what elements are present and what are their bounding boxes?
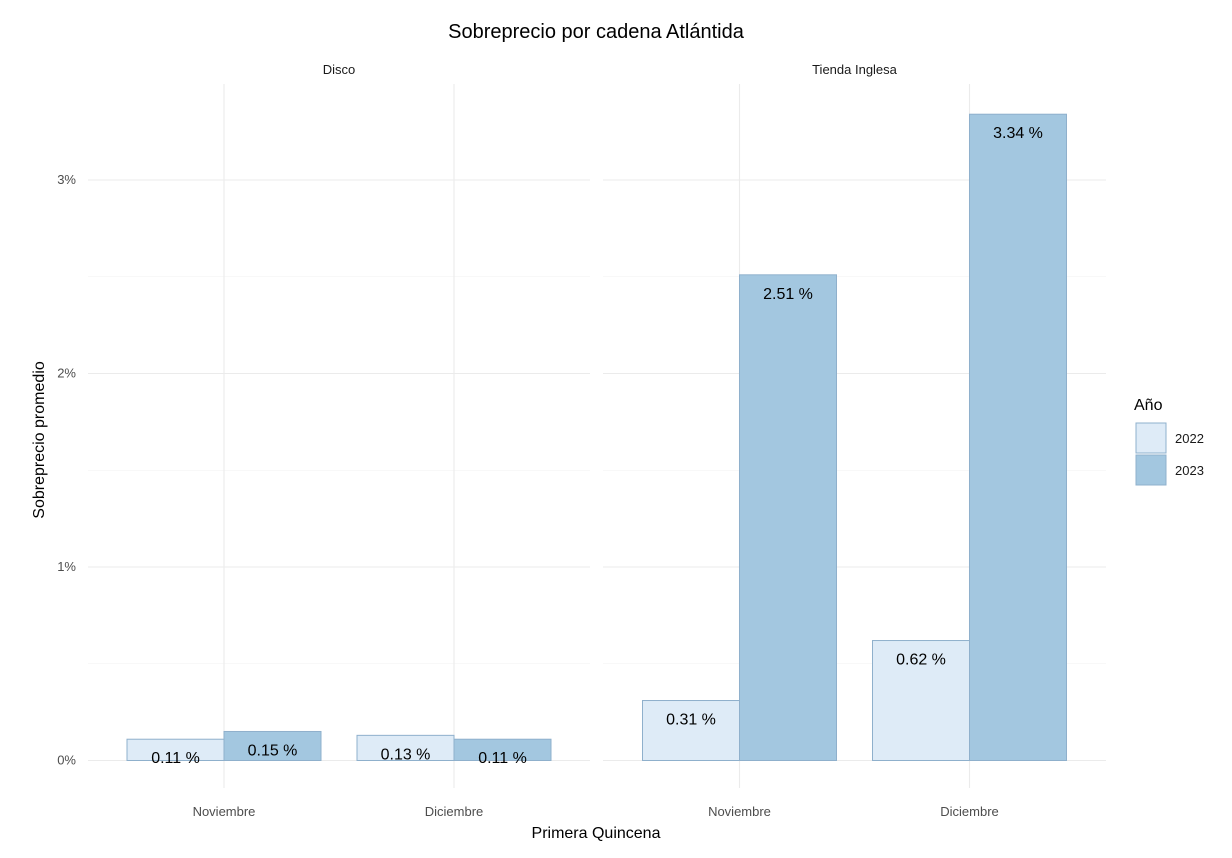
panel-strip-label: Tienda Inglesa [812,62,898,77]
y-tick-label: 3% [57,172,76,187]
y-tick-label: 1% [57,559,76,574]
bar-2022 [642,700,740,762]
bar-2023 [453,738,552,762]
bar-value-label: 0.11 % [151,750,200,767]
axes: 0% 1% 2% 3% Disco Noviembre Diciembre Tienda In… [57,62,999,819]
bar-value-label: 2.51 % [763,286,813,303]
bars [126,113,1067,762]
x-tick-label: Diciembre [425,804,484,819]
legend: Año 2022 2023 [1134,397,1204,486]
legend-key-2022 [1135,422,1167,454]
bar-value-label: 0.13 % [381,746,431,763]
chart-title: Sobreprecio por cadena Atlántida [448,21,745,43]
bar-value-label: 0.15 % [248,742,298,759]
y-tick-label: 2% [57,366,76,381]
bar-value-label: 3.34 % [993,125,1043,142]
bar-value-label: 0.11 % [478,750,527,767]
bar-value-label: 0.31 % [666,712,716,729]
legend-label: 2023 [1175,463,1204,478]
x-tick-label: Noviembre [193,804,256,819]
y-axis-title: Sobreprecio promedio [31,361,48,519]
bar-2022 [872,640,970,762]
bar-2023 [969,113,1067,761]
bar-value-label: 0.62 % [896,652,946,669]
x-axis-title: Primera Quincena [532,825,661,842]
bar-2023 [223,730,322,761]
bar-labels: 0.11 % 0.13 % 0.15 % 0.11 % 0.31 % 0.62 % 2.51… [151,125,1043,767]
y-tick-label: 0% [57,753,76,768]
x-tick-label: Diciembre [940,804,999,819]
legend-label: 2022 [1175,431,1204,446]
legend-title: Año [1134,397,1163,414]
bar-2023 [739,274,837,761]
x-tick-label: Noviembre [708,804,771,819]
panel-strip-label: Disco [323,62,356,77]
legend-key-2023 [1135,454,1167,486]
